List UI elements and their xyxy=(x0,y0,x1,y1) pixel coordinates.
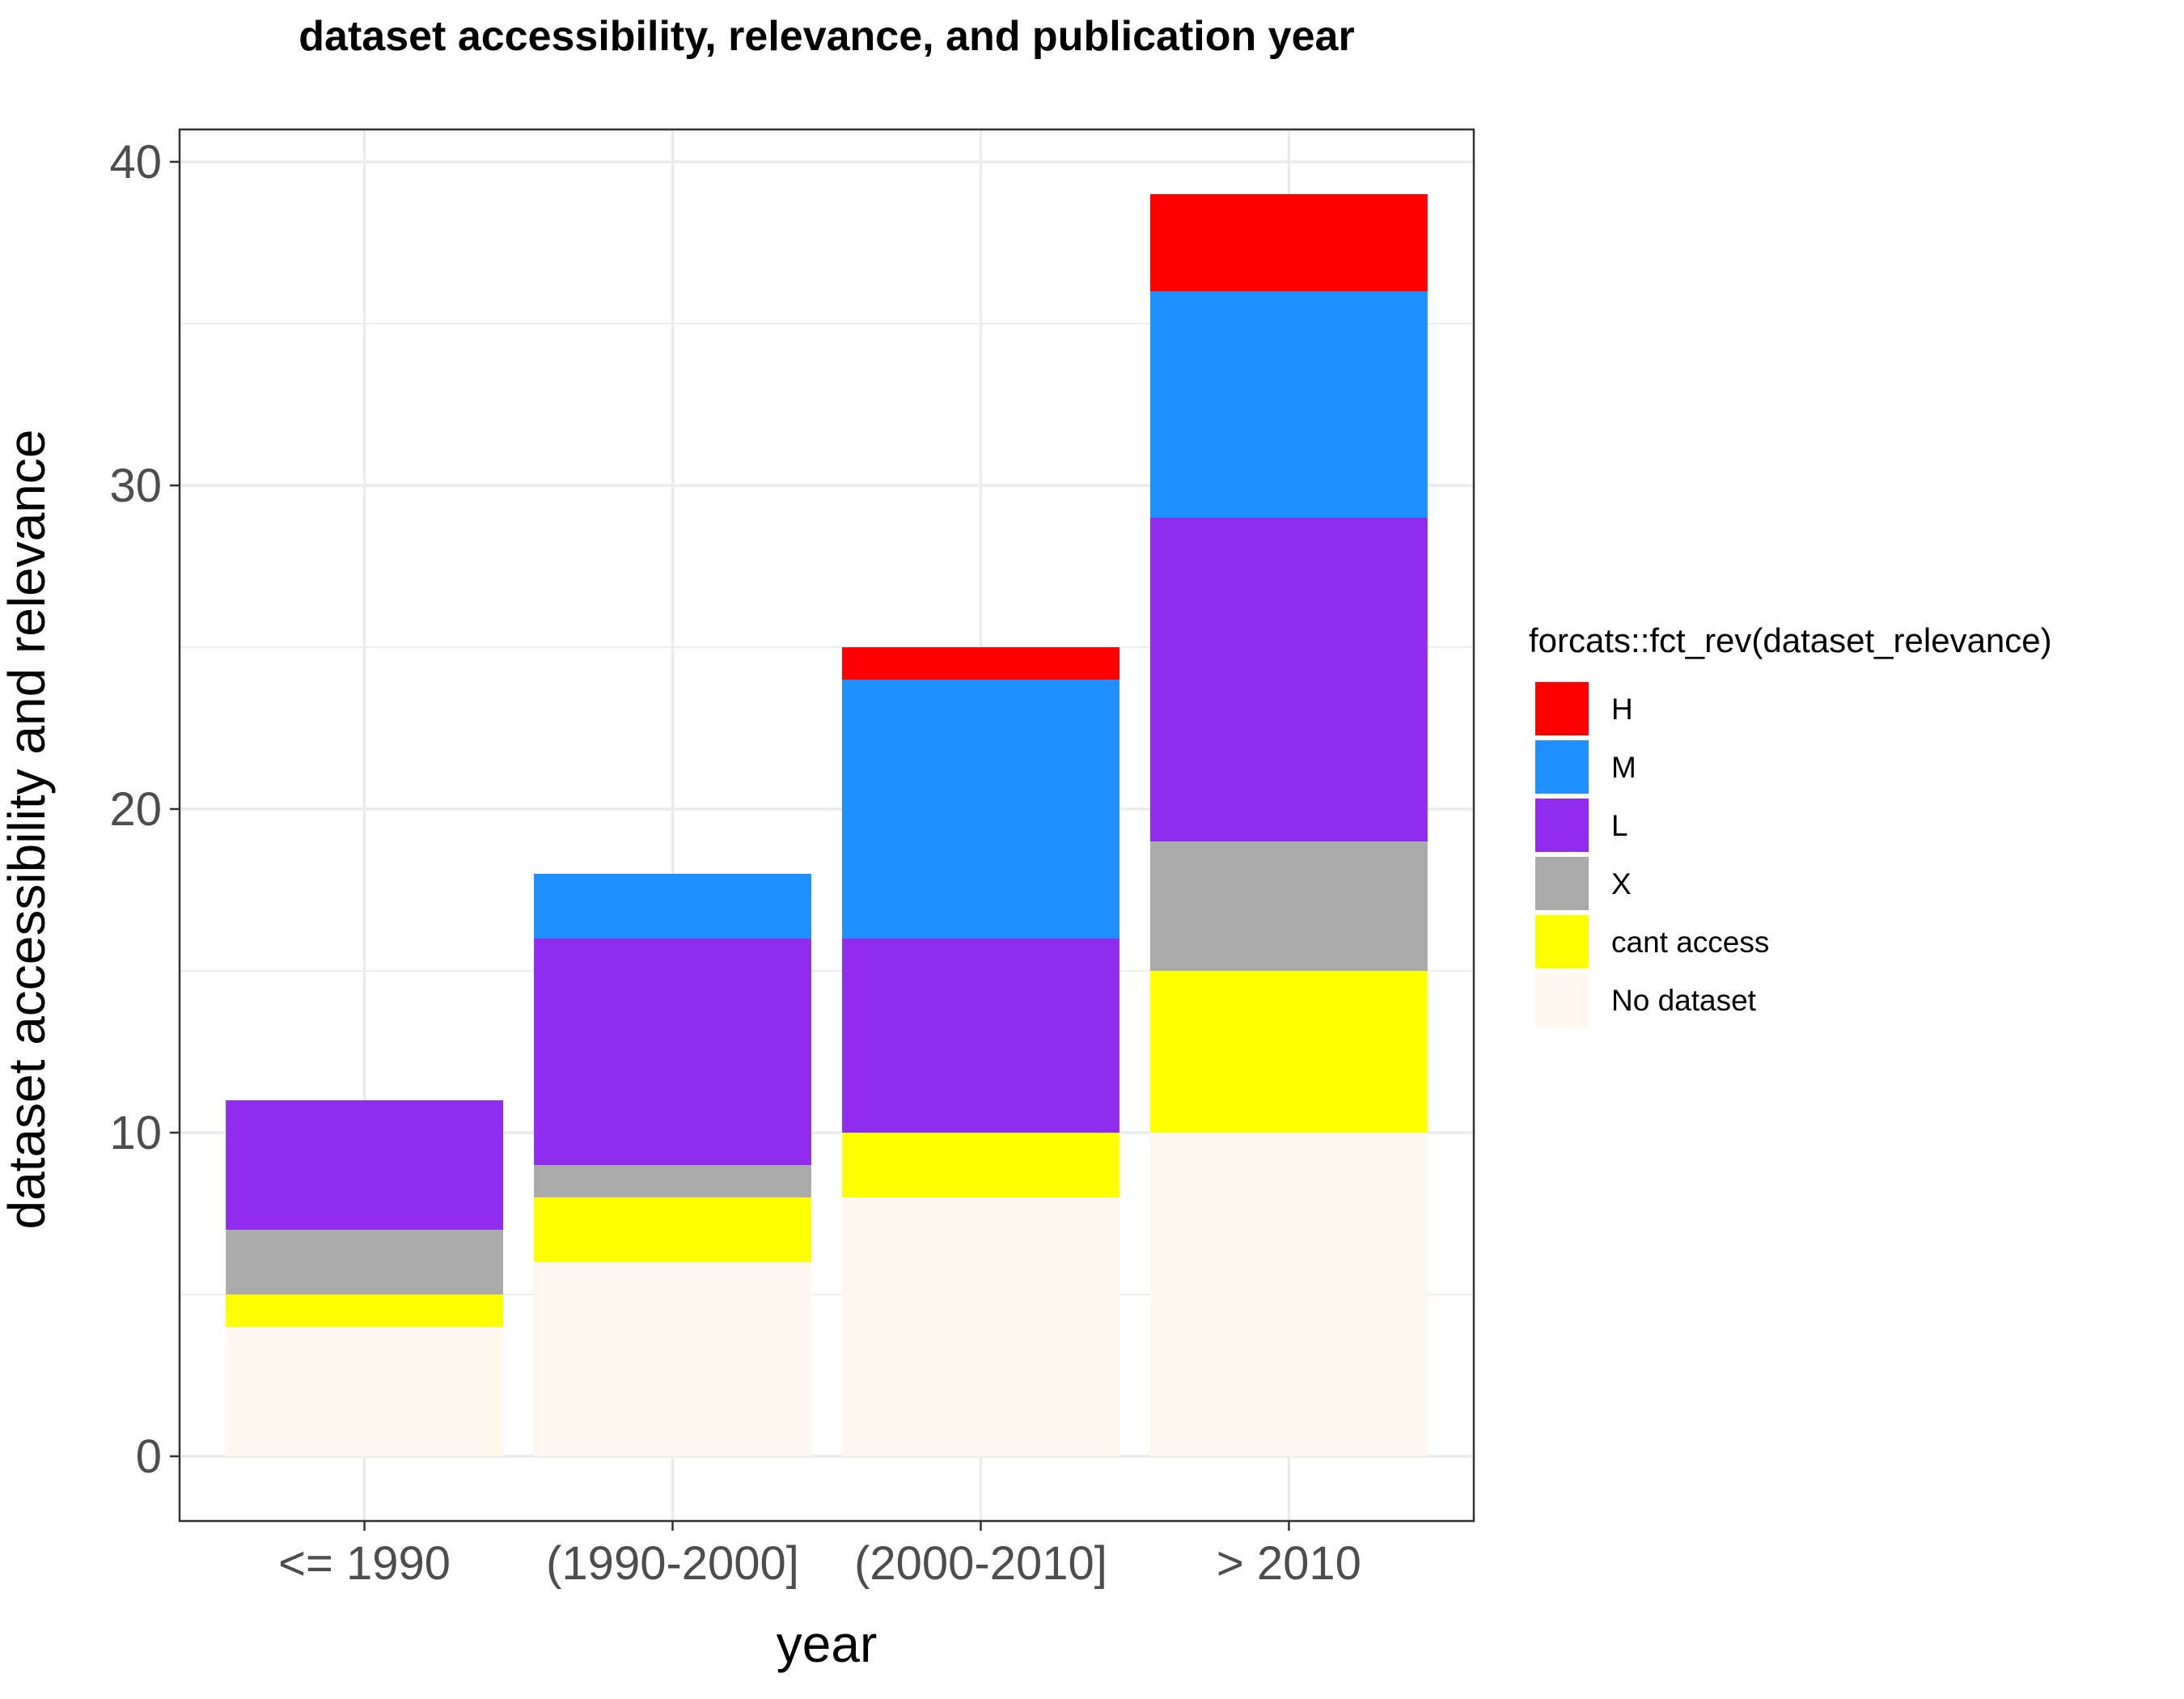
y-tick-label: 0 xyxy=(136,1430,162,1483)
legend-label: X xyxy=(1611,867,1632,900)
legend-label: H xyxy=(1611,693,1633,726)
bar-segment-no-dataset xyxy=(534,1262,811,1456)
y-tick-label: 10 xyxy=(109,1107,162,1159)
bar-segment-no-dataset xyxy=(1150,1133,1428,1456)
x-axis: <= 1990 (1990-2000] (2000-2010] > 2010 xyxy=(278,1521,1361,1590)
bar-segment-cant-access xyxy=(226,1294,503,1327)
y-tick-label: 30 xyxy=(109,460,162,512)
y-axis: 0 10 20 30 40 xyxy=(109,136,180,1483)
legend-key-x xyxy=(1535,857,1589,910)
x-tick-label: (2000-2010] xyxy=(854,1537,1107,1590)
legend-label: L xyxy=(1611,809,1628,842)
legend-key-m xyxy=(1535,740,1589,794)
x-tick-label: > 2010 xyxy=(1217,1537,1361,1590)
legend-key-no-dataset xyxy=(1535,973,1589,1027)
legend-label: No dataset xyxy=(1611,984,1757,1017)
bar-segment-x xyxy=(1150,841,1428,971)
legend-key-l xyxy=(1535,799,1589,852)
legend: forcats::fct_rev(dataset_relevance) HMLX… xyxy=(1529,621,2052,1027)
bar-segment-l xyxy=(842,938,1120,1133)
y-tick-label: 40 xyxy=(109,136,162,189)
legend-label: M xyxy=(1611,751,1636,784)
bar-segment-no-dataset xyxy=(226,1327,503,1456)
plot-panel-border xyxy=(178,128,1475,1523)
bar-segment-no-dataset xyxy=(842,1197,1120,1456)
y-axis-title: dataset accessibility and relevance xyxy=(0,430,56,1230)
x-axis-title: year xyxy=(777,1615,878,1673)
bar-segment-m xyxy=(534,874,811,938)
legend-key-cant-access xyxy=(1535,915,1589,968)
legend-label: cant access xyxy=(1611,926,1769,959)
bar-segment-cant-access xyxy=(534,1197,811,1262)
bar-segment-cant-access xyxy=(1150,971,1428,1133)
x-tick-label: <= 1990 xyxy=(278,1537,451,1590)
bar-segment-h xyxy=(842,647,1120,680)
bar-segment-x xyxy=(226,1230,503,1294)
x-tick-label: (1990-2000] xyxy=(546,1537,799,1590)
bar-segment-m xyxy=(1150,291,1428,518)
bar-segment-cant-access xyxy=(842,1133,1120,1197)
legend-title: forcats::fct_rev(dataset_relevance) xyxy=(1529,621,2052,659)
legend-key-h xyxy=(1535,682,1589,735)
bar-segment-l xyxy=(534,938,811,1165)
bar-segment-m xyxy=(842,680,1120,938)
y-tick-label: 20 xyxy=(109,783,162,836)
bar-segment-l xyxy=(1150,518,1428,841)
bar-segment-h xyxy=(1150,194,1428,291)
bar-segment-x xyxy=(534,1165,811,1197)
bar-segment-l xyxy=(226,1100,503,1230)
chart-title: dataset accessibility, relevance, and pu… xyxy=(298,13,1354,60)
bars xyxy=(226,194,1428,1456)
